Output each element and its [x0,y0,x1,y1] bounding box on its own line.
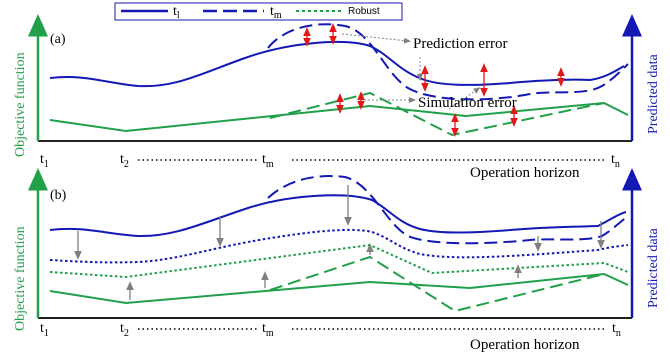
legend-tm-label: tm [270,4,282,21]
prediction-error-label: Prediction error [413,36,508,52]
panel-b-t1-predicted-curve [49,194,627,238]
panel-b-tick-tm: tm [262,321,274,339]
panel-a-tick-t1: t1 [40,152,49,170]
panel-a-t1-objective-line [49,101,629,133]
panel-b-tick-t2: t2 [120,321,129,339]
panel-b: (b) Objective function Predicted data t1 [13,168,661,353]
panel-b-left-axis-title: Objective function [13,226,28,331]
panel-b-tick-t1: t1 [40,321,49,339]
panel-a-left-axis-title: Objective function [13,52,28,157]
panel-a-annotation-leaders [341,33,481,110]
legend-robust-label: Robust [348,6,380,17]
panel-b-robust-objective-line [49,243,629,279]
panel-b-label: (b) [50,188,67,203]
legend: tl tm Robust [114,2,403,21]
panel-a-x-axis-title: Operation horizon [470,165,580,181]
panel-b-tm-objective-line [269,255,605,313]
panel-a-error-arrows [303,23,565,137]
panel-b-t1-objective-line [49,272,629,305]
panel-b-shift-arrows [74,185,605,300]
panel-a-tick-tn: tn [611,152,620,170]
panel-a-tm-objective-line [269,91,605,137]
panel-a-tick-t2: t2 [120,152,129,170]
panel-b-right-axis-title: Predicted data [646,228,661,308]
panel-a-tick-tm: tm [262,152,274,170]
simulation-error-label: Simulation error [418,95,517,111]
panel-a-label: (a) [50,32,66,47]
panel-a-tm-predicted-curve [267,23,629,101]
panel-a: (a) Objective function Predicted data [13,14,661,181]
panel-b-tick-tn: tn [612,321,621,339]
panel-a-t1-predicted-curve [49,41,625,88]
panel-b-x-axis-title: Operation horizon [470,337,580,353]
panel-b-robust-predicted-curve [49,228,629,264]
legend-box [114,2,403,21]
panel-b-tm-predicted-curve [267,175,629,245]
legend-t1-label: tl [173,4,180,21]
panel-a-right-axis-title: Predicted data [646,54,661,134]
